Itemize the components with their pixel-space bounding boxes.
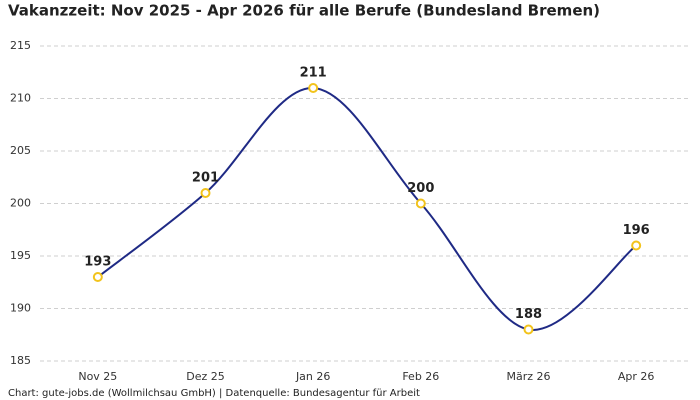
- x-tick-label: Apr 26: [618, 370, 655, 383]
- marker: [308, 83, 319, 93]
- y-tick-label: 200: [10, 197, 31, 210]
- marker: [415, 198, 426, 209]
- y-tick-label: 215: [10, 39, 31, 52]
- marker: [92, 272, 103, 282]
- chart-title: Vakanzzeit: Nov 2025 - Apr 2026 für alle…: [8, 2, 600, 20]
- y-tick-label: 190: [10, 302, 31, 315]
- x-tick-label: Nov 25: [78, 370, 117, 383]
- data-label: 201: [192, 171, 219, 186]
- data-label: 193: [84, 255, 111, 270]
- y-tick-label: 210: [10, 92, 31, 105]
- marker: [200, 188, 211, 198]
- data-label: 200: [407, 181, 434, 196]
- x-tick-label: Dez 25: [186, 370, 225, 383]
- data-label: 188: [515, 307, 542, 322]
- data-label: 196: [623, 223, 650, 238]
- chart-footer: Chart: gute-jobs.de (Wollmilchsau GmbH) …: [8, 388, 420, 399]
- y-tick-label: 205: [10, 144, 31, 157]
- marker: [523, 324, 534, 335]
- x-tick-label: März 26: [506, 370, 550, 383]
- line: [97, 86, 637, 331]
- data-label: 211: [300, 66, 327, 81]
- marker: [631, 240, 642, 251]
- x-tick-label: Feb 26: [402, 370, 439, 383]
- y-tick-label: 185: [10, 354, 31, 367]
- y-tick-label: 195: [10, 249, 31, 262]
- x-tick-label: Jan 26: [295, 370, 330, 383]
